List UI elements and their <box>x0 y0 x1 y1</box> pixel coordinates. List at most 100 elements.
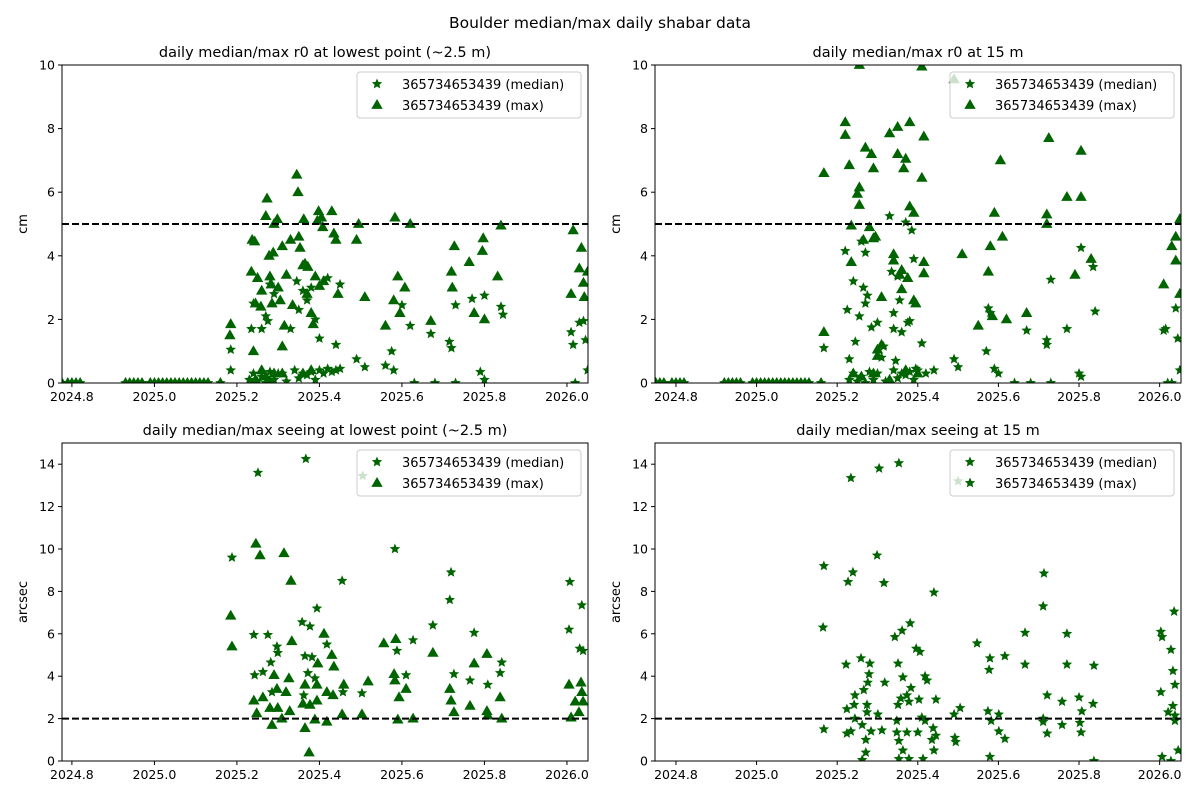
median-point <box>305 282 317 292</box>
max-point <box>276 240 289 251</box>
y-tick-label: 0 <box>640 376 648 391</box>
max-point <box>839 128 851 139</box>
max-point <box>900 364 912 375</box>
median-point <box>445 566 457 577</box>
max-point <box>853 65 866 69</box>
max-point <box>307 318 319 329</box>
max-point <box>910 297 922 308</box>
max-point <box>328 227 340 238</box>
max-point <box>468 307 480 317</box>
max-point <box>578 291 588 302</box>
max-point <box>869 230 882 241</box>
max-point <box>303 746 315 757</box>
y-tick-label: 2 <box>640 711 648 726</box>
median-point <box>911 643 922 654</box>
y-tick-label: 14 <box>632 457 648 472</box>
x-tick-label: 2025.0 <box>133 389 177 404</box>
max-point <box>904 200 916 211</box>
max-point <box>841 727 853 738</box>
median-point <box>884 210 895 221</box>
max-point <box>285 574 297 585</box>
median-point <box>244 374 255 383</box>
max-point <box>76 377 84 383</box>
y-tick-label: 14 <box>39 457 55 472</box>
max-point <box>1037 716 1049 727</box>
y-tick-label: 10 <box>632 58 648 73</box>
max-point <box>993 708 1004 719</box>
figure-suptitle: Boulder median/max daily shabar data <box>449 14 751 32</box>
max-point <box>736 377 744 383</box>
max-point <box>280 686 292 696</box>
median-point <box>850 336 861 347</box>
max-point <box>271 682 283 693</box>
y-tick-label: 4 <box>640 248 648 263</box>
y-tick-label: 2 <box>47 711 55 726</box>
median-point <box>310 313 321 324</box>
max-point <box>292 186 304 197</box>
max-point <box>954 702 966 713</box>
max-point <box>468 657 480 668</box>
legend-label: 365734653439 (median) <box>995 78 1157 93</box>
max-point <box>930 730 942 740</box>
median-point <box>351 353 362 364</box>
median-point <box>272 647 283 658</box>
max-point <box>891 715 903 726</box>
max-point <box>448 706 460 717</box>
y-tick-label: 2 <box>47 312 55 327</box>
subplot-2: daily median/max r0 at 15 m cm 2024.8 2025.… <box>609 45 1182 404</box>
max-point <box>251 272 264 282</box>
max-point <box>563 678 575 689</box>
max-point <box>62 377 66 383</box>
median-point <box>1041 339 1052 350</box>
x-tick-label: 2025.6 <box>977 389 1021 404</box>
median-point <box>268 374 280 383</box>
max-point <box>276 367 289 378</box>
legend-marker-median <box>371 456 383 467</box>
legend: 365734653439 (median) 365734653439 (max) <box>356 71 582 119</box>
max-point <box>994 154 1007 165</box>
median-point <box>306 651 318 662</box>
median-point <box>873 462 885 473</box>
max-point <box>356 708 368 719</box>
median-point <box>482 679 493 690</box>
y-tick-label: 6 <box>640 626 648 641</box>
max-point <box>849 689 861 700</box>
plot-area <box>817 457 1181 761</box>
median-point <box>848 275 859 286</box>
max-point <box>305 307 317 317</box>
legend: 365734653439 (median) 365734653439 (max) <box>949 71 1175 119</box>
legend-label: 365734653439 (median) <box>402 456 564 471</box>
median-point <box>878 577 890 588</box>
max-point <box>266 718 278 729</box>
max-point <box>266 297 278 308</box>
max-point <box>250 373 261 383</box>
max-point <box>916 171 928 182</box>
median-point <box>872 317 883 327</box>
median-point <box>862 290 873 300</box>
max-point <box>897 744 909 755</box>
max-point <box>950 736 961 747</box>
max-point <box>309 270 322 281</box>
max-point <box>903 753 915 761</box>
max-point <box>919 715 931 726</box>
median-point <box>1038 567 1050 578</box>
max-point <box>448 240 461 251</box>
max-point <box>326 205 338 216</box>
median-point <box>304 620 316 631</box>
max-point <box>887 248 900 259</box>
max-point <box>336 708 348 719</box>
max-point <box>267 246 279 257</box>
legend-marker-max <box>371 477 383 487</box>
legend-marker-median <box>964 78 976 89</box>
max-point <box>494 691 506 702</box>
max-point <box>985 715 997 726</box>
median-point <box>892 658 904 668</box>
max-point <box>912 726 923 737</box>
median-point <box>1172 333 1181 343</box>
median-point <box>257 666 269 677</box>
max-point <box>982 265 995 276</box>
median-point <box>1156 631 1168 642</box>
max-point <box>390 633 402 643</box>
median-point <box>578 315 588 326</box>
max-point <box>893 753 905 761</box>
